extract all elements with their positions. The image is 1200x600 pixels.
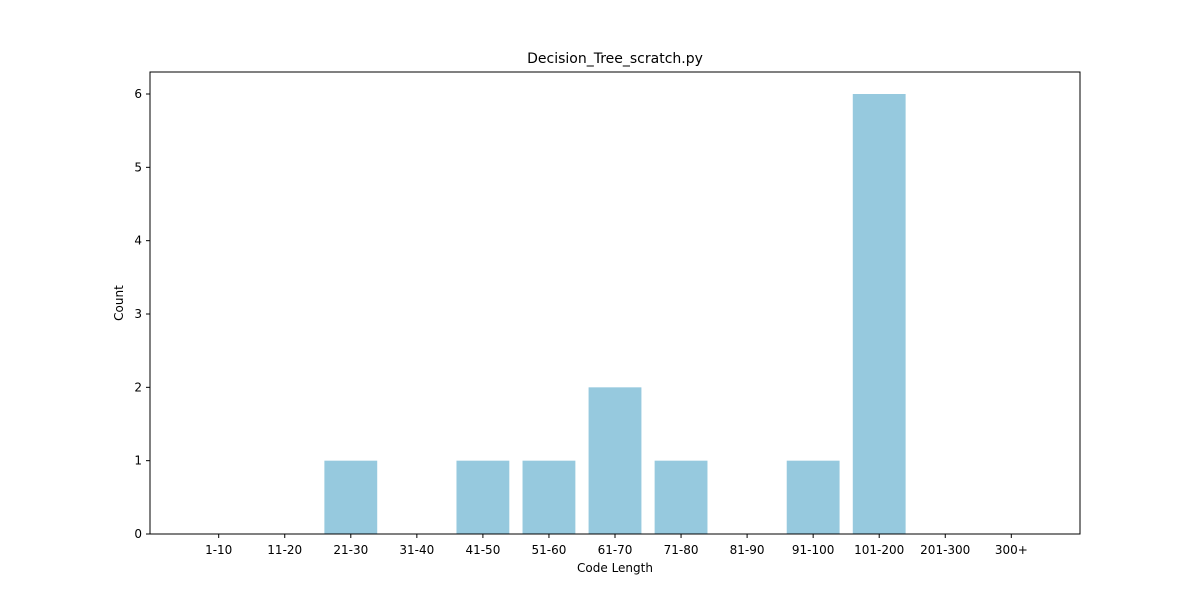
x-tick-label: 81-90 bbox=[730, 543, 765, 557]
bar-41-50 bbox=[456, 460, 510, 534]
x-tick-label: 11-20 bbox=[267, 543, 302, 557]
x-tick-label: 201-300 bbox=[920, 543, 970, 557]
y-tick-label: 3 bbox=[134, 307, 142, 321]
x-tick-label: 31-40 bbox=[399, 543, 434, 557]
bar-21-30 bbox=[324, 460, 378, 534]
bar-61-70 bbox=[588, 387, 642, 534]
x-tick-label: 61-70 bbox=[598, 543, 633, 557]
y-tick-label: 5 bbox=[134, 160, 142, 174]
x-tick-label: 51-60 bbox=[532, 543, 567, 557]
x-tick-label: 300+ bbox=[995, 543, 1028, 557]
x-tick-label: 71-80 bbox=[664, 543, 699, 557]
x-axis-ticks: 1-10 11-20 21-30 31-40 41-50 51-60 61-70 71-80 8… bbox=[205, 534, 1028, 557]
bar-51-60 bbox=[522, 460, 576, 534]
x-tick-label: 1-10 bbox=[205, 543, 232, 557]
y-tick-label: 0 bbox=[134, 527, 142, 541]
bar-91-100 bbox=[786, 460, 840, 534]
x-tick-label: 21-30 bbox=[333, 543, 368, 557]
y-tick-label: 4 bbox=[134, 234, 142, 248]
chart-title: Decision_Tree_scratch.py bbox=[527, 51, 703, 67]
y-tick-label: 2 bbox=[134, 380, 142, 394]
x-tick-label: 41-50 bbox=[465, 543, 500, 557]
y-axis-ticks: 0 1 2 3 4 5 6 bbox=[134, 87, 150, 541]
bar-71-80 bbox=[654, 460, 708, 534]
y-tick-label: 1 bbox=[134, 454, 142, 468]
x-axis-label: Code Length bbox=[577, 561, 653, 575]
y-tick-label: 6 bbox=[134, 87, 142, 101]
y-axis-label: Count bbox=[112, 285, 126, 321]
x-tick-label: 91-100 bbox=[792, 543, 835, 557]
bars-group bbox=[324, 94, 906, 534]
bar-101-200 bbox=[852, 94, 906, 534]
x-tick-label: 101-200 bbox=[854, 543, 904, 557]
